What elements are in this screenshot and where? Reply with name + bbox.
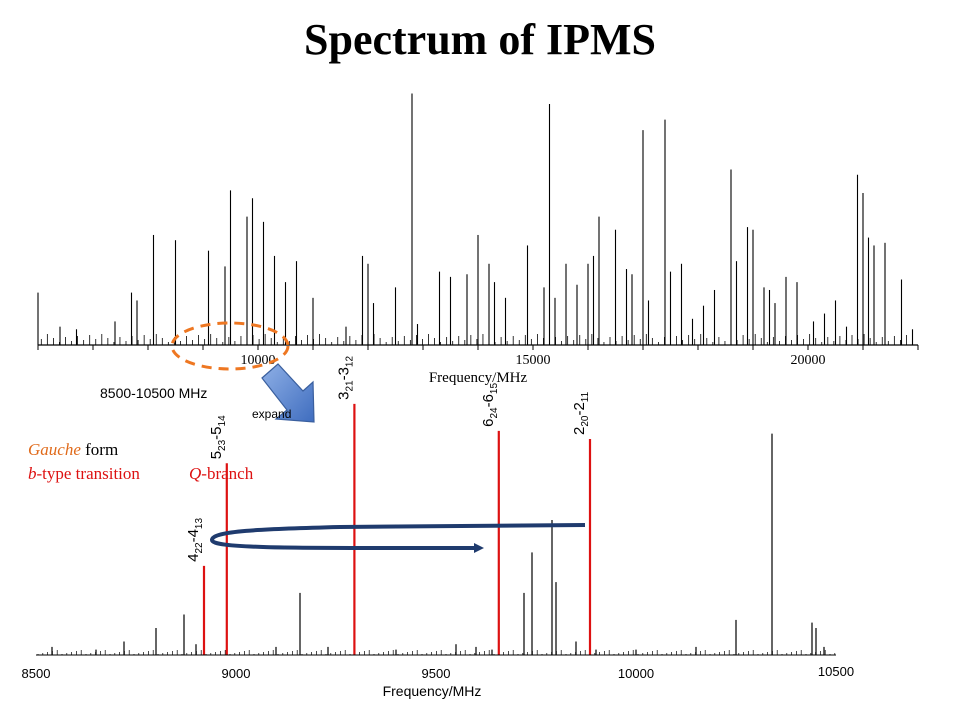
transition-label-mid: -2 [571,402,588,415]
expanded-spectrum-tick-label: 9000 [222,666,251,681]
full-spectrum-ticks: 10000 15000 20000 [37,345,919,368]
expanded-spectrum-lines [37,433,836,655]
transition-label-main: 4 [185,554,202,562]
transition-label-mid: -3 [335,367,352,380]
transition-label-main: 3 [335,392,352,400]
transition-label-main: 2 [571,427,588,435]
expanded-spectrum-tick-label: 8500 [22,666,51,681]
q-letter: Q [189,464,201,483]
q-branch-rest: -branch [201,464,253,483]
transition-label-sub: 20 [580,415,591,427]
transition-label-mid: -5 [208,426,225,439]
expand-label: expand [252,407,291,421]
full-spectrum-tick-label: 10000 [241,353,276,368]
transition-label: 321-312 [335,356,355,400]
expanded-spectrum-tick-label: 10500 [818,664,854,679]
b-type-transition-annotation: b-type transition [28,464,140,483]
transition-label-main: 5 [208,451,225,459]
transition-label-sub: 23 [217,439,228,451]
expanded-spectrum-highlighted-lines [202,403,592,655]
transition-label: 523-514 [208,415,228,459]
transition-label-mid: -6 [480,394,497,407]
page-title: Spectrum of IPMS [304,15,656,64]
transition-label: 422-413 [185,518,205,562]
transition-label-sub: 22 [194,542,205,554]
expanded-spectrum-tick-label: 9500 [422,666,451,681]
q-branch-loop-arrow [209,523,586,554]
full-spectrum-tick-label: 20000 [791,353,826,368]
transition-label-sub: 24 [489,407,500,419]
expand-arrow-icon [261,363,315,423]
gauche-word: Gauche [28,440,81,459]
full-spectrum-tick-label: 15000 [516,353,551,368]
transition-label-sub: 11 [580,391,591,402]
zoom-region-ellipse [170,321,290,371]
b-type-rest: -type transition [37,464,141,483]
full-spectrum-lines [37,93,914,345]
zoom-range-label: 8500-10500 MHz [100,385,207,401]
gauche-form-annotation: Gauche form [28,440,118,459]
full-spectrum-x-axis-label: Frequency/MHz [429,370,528,386]
q-branch-annotation: Q-branch [189,464,254,483]
transition-label-sub: 21 [344,380,355,392]
transition-label-sub: 15 [489,383,500,395]
expanded-spectrum-x-axis-label: Frequency/MHz [383,683,482,699]
transition-label-main: 6 [480,419,497,427]
transition-label-sub: 13 [194,518,205,530]
expanded-spectrum-ticks: 8500 9000 9500 10000 10500 [22,664,855,681]
transition-label-sub: 12 [344,356,355,368]
transition-label: 220-211 [571,391,591,435]
expanded-spectrum-tick-label: 10000 [618,666,654,681]
transition-label-mid: -4 [185,529,202,542]
transition-label: 624-615 [480,383,500,427]
b-letter: b [28,464,37,483]
form-word: form [81,440,118,459]
transition-label-sub: 14 [217,415,228,427]
